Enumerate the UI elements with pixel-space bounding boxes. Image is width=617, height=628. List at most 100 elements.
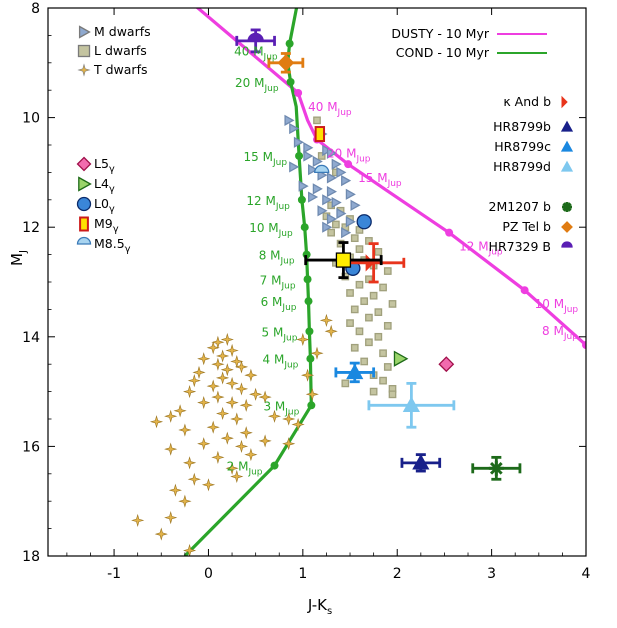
t-dwarf-point: [211, 357, 225, 371]
cond-mass-label: 12 MJup: [246, 194, 290, 212]
plot-background: [48, 8, 586, 556]
legend-companion-label: HR7329 B: [489, 239, 551, 254]
t-dwarf-point: [234, 439, 249, 453]
t-dwarf-point: [244, 448, 258, 462]
dusty-mass-label: 20 MJup: [327, 147, 371, 165]
l-dwarf-point: [313, 116, 321, 125]
t-dwarf-point: [164, 442, 178, 456]
t-dwarf-point: [187, 472, 201, 486]
m-dwarf-point: [298, 180, 309, 192]
l-dwarf-point: [355, 245, 364, 253]
cond-mass-label: 3 MJup: [263, 399, 299, 417]
l-dwarf-point: [350, 305, 359, 314]
x-tick-label: 3: [487, 566, 496, 582]
t-dwarf-point: [206, 420, 220, 434]
m-dwarf-point: [326, 172, 337, 184]
t-dwarf-point: [230, 469, 244, 484]
m-dwarf-point: [336, 166, 347, 179]
y-tick-label: 16: [22, 439, 40, 455]
m-dwarf-point: [322, 194, 333, 206]
m-dwarf-point: [326, 213, 337, 225]
l-dwarf-point: [346, 319, 354, 327]
t-dwarf-point: [192, 365, 206, 379]
t-dwarf-point: [225, 396, 239, 410]
t-dwarf-point: [216, 349, 230, 363]
companion-marker: [346, 363, 364, 380]
y-tick-label: 8: [31, 1, 40, 17]
m-dwarf-point: [312, 183, 323, 195]
t-dwarf-point: [291, 417, 305, 432]
legend-young-marker: [79, 216, 89, 232]
companion-marker: [412, 454, 430, 470]
legend-young-label: L5γ: [94, 156, 115, 175]
t-dwarf-point: [211, 390, 225, 404]
l-dwarf-point: [350, 343, 359, 352]
t-dwarf-point: [225, 461, 239, 475]
t-dwarf-point: [258, 434, 272, 448]
cond-mass-label: 2 MJup: [227, 460, 263, 478]
legend-young-marker: [76, 156, 92, 172]
l-dwarf-point: [341, 379, 350, 388]
m-dwarf-point: [322, 144, 333, 157]
cond-mass-label: 40 MJup: [234, 45, 278, 63]
l-dwarf-point: [383, 321, 392, 330]
x-tick-label: -1: [107, 566, 121, 582]
cond-mass-dot: [304, 297, 313, 306]
m-dwarf-point: [350, 199, 361, 211]
young-object-marker: [314, 126, 326, 143]
t-dwarf-point: [234, 382, 249, 396]
l-dwarf-point: [355, 327, 364, 336]
labels-layer: 40 MJup 20 MJup 15 MJup 12 MJup 10 MJup 8 MJu…: [227, 45, 579, 478]
cond-mass-dot: [285, 39, 294, 48]
cond-mass-label: 15 MJup: [244, 150, 288, 168]
cond-mass-dot: [295, 151, 304, 160]
t-dwarf-point: [149, 415, 164, 429]
y-tick-label: 18: [22, 549, 40, 565]
legend-dwarf-marker: [78, 25, 91, 39]
companion-marker: [488, 460, 504, 476]
t-dwarf-point: [183, 456, 197, 470]
legend-dwarf-label: L dwarfs: [94, 43, 147, 58]
dusty-mass-dot: [520, 286, 529, 295]
t-dwarf-point: [131, 513, 145, 527]
l-dwarf-point: [383, 267, 392, 275]
m-dwarf-point: [331, 196, 342, 209]
dusty-mass-label: 10 MJup: [535, 297, 579, 315]
legend-companion-label: HR8799b: [493, 119, 551, 134]
cond-mass-label: 20 MJup: [235, 76, 279, 94]
legend-young-marker: [78, 176, 92, 192]
young-object-marker: [393, 350, 409, 367]
cond-mass-label: 5 MJup: [262, 325, 298, 343]
m-dwarf-point: [308, 191, 319, 203]
companion-marker: [277, 54, 295, 72]
cond-mass-dot: [297, 195, 306, 204]
cond-mass-label: 8 MJup: [259, 249, 295, 267]
t-dwarf-point: [173, 404, 187, 418]
t-dwarf-point: [305, 387, 319, 401]
companion-point: [304, 241, 383, 280]
legend-companion-label: PZ Tel b: [502, 219, 551, 234]
m-dwarf-point: [284, 114, 295, 126]
dusty-mass-label: 12 MJup: [459, 240, 503, 258]
m-dwarf-point: [341, 175, 352, 187]
m-dwarf-point: [322, 221, 333, 233]
legend-companion-marker: [560, 140, 574, 152]
dusty-mass-label: 40 MJup: [308, 100, 352, 118]
legend-young-marker: [76, 236, 92, 245]
cond-mass-label: 7 MJup: [260, 273, 296, 291]
t-dwarf-point: [282, 437, 296, 451]
t-dwarf-point: [244, 368, 258, 382]
t-dwarf-point: [178, 423, 192, 437]
l-dwarf-point: [374, 308, 383, 316]
t-dwarf-point: [215, 371, 230, 385]
cond-mass-dot: [303, 275, 312, 284]
cond-mass-dot: [270, 461, 279, 470]
legend-companion-marker: [561, 221, 573, 233]
l-dwarf-point: [374, 332, 383, 341]
companion-point: [400, 453, 442, 473]
m-dwarf-point: [345, 188, 356, 200]
legend-companion-marker: [562, 202, 572, 212]
legend-companion-marker: [560, 160, 574, 172]
t-dwarf-point: [206, 379, 220, 393]
t-dwarf-point: [197, 437, 211, 451]
